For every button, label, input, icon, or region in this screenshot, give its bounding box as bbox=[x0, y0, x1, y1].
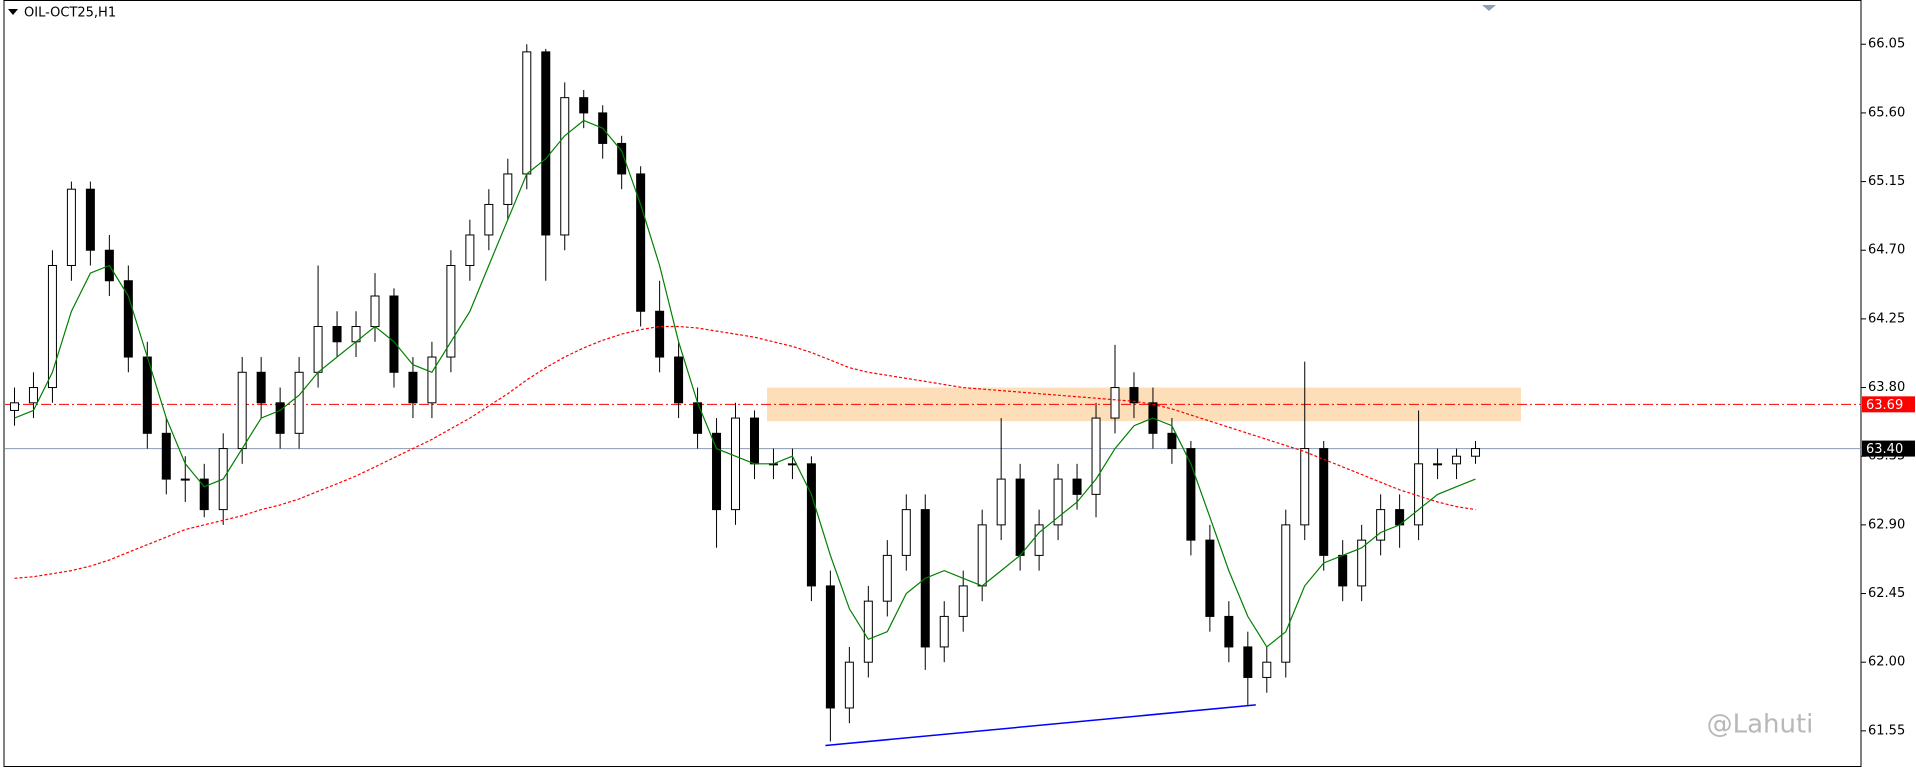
candle-body bbox=[1376, 509, 1386, 541]
candle-body bbox=[1433, 463, 1443, 466]
candle-body bbox=[882, 554, 892, 602]
candle-body bbox=[1015, 478, 1025, 556]
candle-body bbox=[47, 264, 57, 389]
candle-body bbox=[693, 402, 703, 434]
y-tick-label: 65.15 bbox=[1868, 174, 1905, 189]
candle-body bbox=[522, 51, 532, 175]
candle-body bbox=[806, 463, 816, 587]
candle-body bbox=[1414, 463, 1424, 526]
chart-title: OIL-OCT25,H1 bbox=[24, 6, 116, 21]
shift-marker bbox=[1482, 5, 1496, 11]
candle-body bbox=[446, 264, 456, 358]
moving-average bbox=[14, 325, 1476, 579]
candle-body bbox=[996, 478, 1006, 526]
y-tick-label: 64.70 bbox=[1868, 243, 1905, 258]
y-tick-label: 61.55 bbox=[1868, 723, 1905, 738]
candle-body bbox=[749, 417, 759, 465]
y-tick-label: 64.25 bbox=[1868, 311, 1905, 326]
candle-body bbox=[636, 173, 646, 312]
candle-body bbox=[389, 295, 399, 373]
candle-body bbox=[123, 280, 133, 358]
candle-body bbox=[161, 432, 171, 480]
candle-body bbox=[28, 387, 38, 404]
menu-arrow[interactable] bbox=[8, 9, 18, 15]
candle-body bbox=[674, 356, 684, 404]
moving-average bbox=[14, 119, 1476, 648]
y-tick-label: 62.45 bbox=[1868, 586, 1905, 601]
candle-body bbox=[787, 463, 797, 466]
candle-body bbox=[370, 295, 380, 328]
candle-body bbox=[9, 402, 19, 411]
candle-body bbox=[313, 326, 323, 373]
candle-body bbox=[1053, 478, 1063, 526]
y-tick-label: 63.80 bbox=[1868, 380, 1905, 395]
candle-body bbox=[939, 615, 949, 648]
candle-body bbox=[1167, 432, 1177, 450]
candle-body bbox=[1452, 455, 1462, 465]
candle-body bbox=[1262, 661, 1272, 678]
candle-body bbox=[844, 661, 854, 709]
candle-body bbox=[1129, 387, 1139, 404]
candle-body bbox=[712, 432, 722, 511]
candle-body bbox=[465, 234, 475, 266]
candle-body bbox=[427, 356, 437, 404]
candle-body bbox=[1471, 448, 1481, 457]
candle-body bbox=[294, 371, 304, 434]
candle-body bbox=[503, 173, 513, 205]
price-level-box bbox=[1862, 440, 1915, 457]
candle-body bbox=[1338, 554, 1348, 587]
candle-body bbox=[579, 97, 589, 114]
candle-body bbox=[617, 142, 627, 175]
candle-body bbox=[1034, 524, 1044, 556]
candle-body bbox=[1281, 524, 1291, 663]
trendline bbox=[825, 704, 1256, 747]
price-level-label: 63.40 bbox=[1866, 442, 1903, 457]
candle-body bbox=[1205, 539, 1215, 617]
y-tick-label: 66.05 bbox=[1868, 37, 1905, 52]
candle-body bbox=[1072, 478, 1082, 495]
candle-body bbox=[199, 478, 209, 511]
candle-body bbox=[66, 188, 76, 266]
candle-body bbox=[825, 585, 835, 709]
y-tick-label: 62.00 bbox=[1868, 655, 1905, 670]
candle-body bbox=[541, 51, 551, 236]
candle-body bbox=[332, 326, 342, 343]
y-tick-label: 62.90 bbox=[1868, 517, 1905, 532]
candle-body bbox=[1186, 448, 1196, 541]
candle-body bbox=[1357, 539, 1367, 587]
plot-frame bbox=[3, 0, 1862, 767]
candle-body bbox=[560, 97, 570, 236]
candle-body bbox=[484, 203, 494, 236]
candle-body bbox=[863, 600, 873, 663]
candle-body bbox=[180, 478, 190, 481]
candle-body bbox=[958, 585, 968, 617]
candle-body bbox=[901, 509, 911, 556]
candle-body bbox=[1224, 615, 1234, 648]
candle-body bbox=[142, 356, 152, 434]
candle-body bbox=[85, 188, 95, 251]
candle-body bbox=[731, 417, 741, 511]
watermark: @Lahuti bbox=[1707, 710, 1814, 740]
candle-body bbox=[1319, 448, 1329, 556]
candle-body bbox=[655, 310, 665, 358]
candle-body bbox=[275, 402, 285, 434]
candle-body bbox=[977, 524, 987, 587]
candle-body bbox=[1300, 448, 1310, 526]
candle-body bbox=[1091, 417, 1101, 495]
candle-body bbox=[1243, 646, 1253, 678]
candle-body bbox=[256, 371, 266, 404]
y-tick-label: 65.60 bbox=[1868, 105, 1905, 120]
price-level-label: 63.69 bbox=[1866, 398, 1903, 413]
candle-body bbox=[408, 371, 418, 404]
price-level-box bbox=[1862, 396, 1915, 413]
candle-body bbox=[237, 371, 247, 450]
candle-body bbox=[1110, 387, 1120, 419]
